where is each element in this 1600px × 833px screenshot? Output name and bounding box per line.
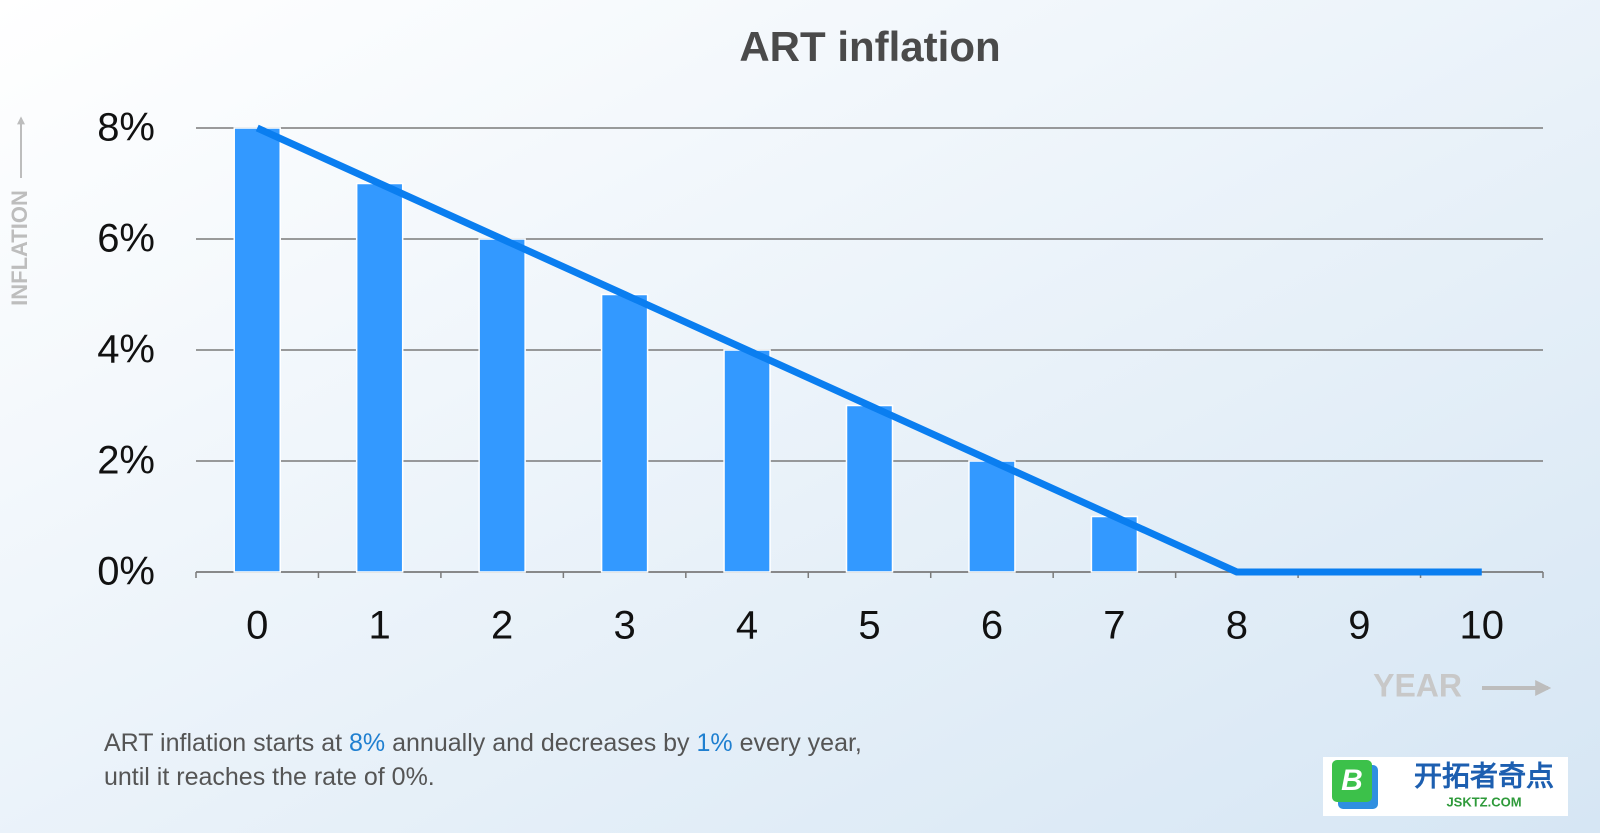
bar [723, 349, 771, 573]
y-tick-label: 4% [97, 328, 155, 372]
y-tick-label: 8% [97, 106, 155, 150]
caption-line: ART inflation starts at 8% annually and … [104, 729, 862, 757]
caption-text: every year, [733, 729, 862, 757]
watermark-name: 开拓者奇点 [1414, 760, 1554, 791]
x-axis-label: YEAR [1373, 667, 1462, 703]
caption-text: ART inflation starts at [104, 729, 349, 757]
bar [968, 460, 1016, 573]
caption-highlight: 1% [697, 729, 733, 757]
x-tick-label: 5 [858, 604, 880, 648]
caption-text: annually and decreases by [385, 729, 696, 757]
y-axis-label: INFLATION [7, 190, 32, 306]
x-tick-label: 6 [981, 604, 1003, 648]
y-tick-label: 0% [97, 550, 155, 594]
watermark-icon [1332, 760, 1372, 802]
bar [233, 127, 281, 573]
x-tick-label: 4 [736, 604, 758, 648]
caption-line: until it reaches the rate of 0%. [104, 763, 435, 791]
x-tick-label: 10 [1460, 604, 1505, 648]
bar [600, 293, 649, 573]
x-tick-label: 7 [1103, 604, 1125, 648]
x-tick-label: 8 [1226, 604, 1248, 648]
y-tick-label: 6% [97, 217, 155, 261]
caption-highlight: 8% [349, 729, 385, 757]
chart-title: ART inflation [739, 23, 1000, 70]
bar [478, 238, 526, 573]
x-tick-label: 1 [369, 604, 391, 648]
caption-text: until it reaches the rate of 0%. [104, 763, 435, 791]
trend-line [255, 124, 1482, 576]
bar [355, 182, 404, 573]
x-tick-label: 0 [246, 604, 268, 648]
watermark-url: JSKTZ.COM [1446, 794, 1521, 809]
watermark-icon-letter: B [1341, 764, 1363, 797]
bar [845, 404, 894, 573]
y-tick-label: 2% [97, 439, 155, 483]
x-tick-label: 9 [1348, 604, 1370, 648]
x-tick-label: 3 [613, 604, 635, 648]
x-tick-label: 2 [491, 604, 513, 648]
